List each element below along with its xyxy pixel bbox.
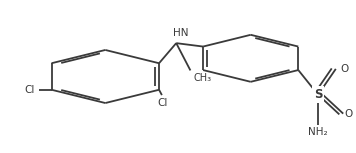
Text: Cl: Cl (25, 85, 35, 95)
Text: O: O (344, 109, 352, 119)
Text: HN: HN (173, 28, 189, 38)
Text: S: S (314, 88, 322, 101)
Text: CH₃: CH₃ (194, 73, 212, 84)
Text: NH₂: NH₂ (308, 127, 328, 137)
Text: O: O (340, 64, 349, 74)
Text: Cl: Cl (157, 98, 168, 108)
